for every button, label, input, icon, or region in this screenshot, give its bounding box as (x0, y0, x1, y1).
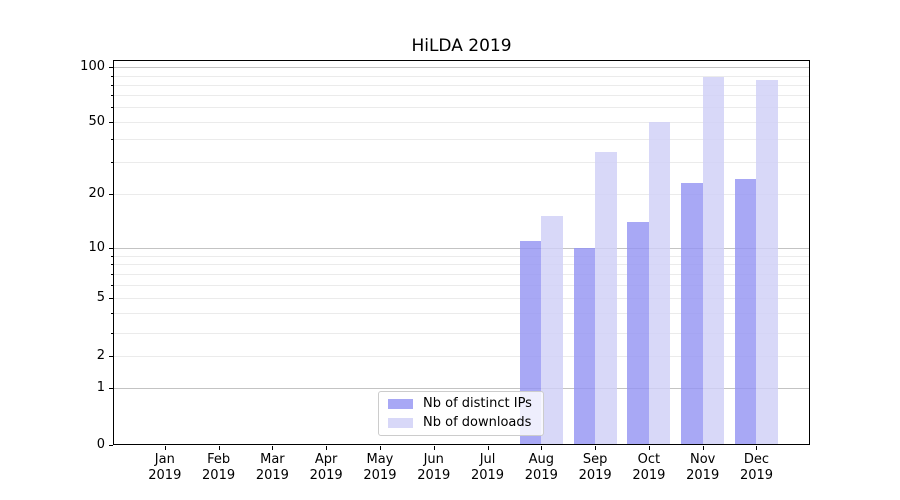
y-tick-label: 20 (88, 185, 105, 201)
x-tick-label: Nov 2019 (686, 452, 720, 483)
y-tick-label: 0 (96, 437, 105, 452)
gridline (114, 285, 809, 286)
y-tick-mark (109, 122, 113, 123)
gridline (114, 264, 809, 265)
chart-title: HiLDA 2019 (411, 36, 512, 56)
y-tick-label: 2 (96, 348, 105, 363)
legend-swatch (388, 418, 413, 428)
gridline-major (114, 388, 809, 389)
x-tick-label: Mar 2019 (255, 452, 289, 483)
y-minor-tick-mark (111, 107, 113, 108)
y-minor-tick-mark (111, 95, 113, 96)
bar-ips-sep (573, 248, 596, 444)
gridline (114, 139, 809, 140)
y-tick-label: 5 (96, 290, 105, 306)
x-tick-label: Apr 2019 (309, 452, 343, 483)
x-tick-label: Oct 2019 (632, 452, 666, 483)
x-tick-mark (541, 446, 542, 450)
x-tick-label: Jun 2019 (417, 452, 451, 483)
y-tick-mark (109, 388, 113, 389)
bar-downloads-sep (595, 152, 617, 444)
gridline (114, 274, 809, 275)
x-tick-label: Sep 2019 (578, 452, 612, 483)
y-tick-mark (109, 298, 113, 299)
legend-item: Nb of downloads (388, 415, 534, 431)
bars-layer (114, 61, 809, 444)
legend-label: Nb of distinct IPs (423, 396, 532, 411)
x-tick-mark (272, 446, 273, 450)
bar-ips-oct (627, 221, 649, 444)
bar-downloads-dec (756, 80, 778, 444)
gridline (114, 122, 809, 123)
x-tick-mark (756, 446, 757, 450)
x-tick-label: Dec 2019 (739, 452, 774, 483)
gridline-major (114, 248, 809, 249)
gridline (114, 194, 809, 195)
y-tick-mark (109, 356, 113, 357)
gridline (114, 313, 809, 314)
plot-area: Nb of distinct IPs Nb of downloads (113, 60, 810, 445)
gridline (114, 298, 809, 299)
y-minor-tick-mark (111, 162, 113, 163)
y-tick-label: 1 (96, 380, 105, 395)
gridline (114, 85, 809, 86)
y-tick-label: 100 (80, 59, 105, 75)
x-tick-mark (165, 446, 166, 450)
gridline (114, 95, 809, 96)
gridline (114, 356, 809, 357)
y-tick-mark (109, 445, 113, 446)
y-minor-tick-mark (111, 274, 113, 275)
gridline (114, 76, 809, 77)
x-tick-label: Jul 2019 (470, 452, 505, 483)
x-tick-mark (488, 446, 489, 450)
y-minor-tick-mark (111, 333, 113, 334)
y-minor-tick-mark (111, 313, 113, 314)
y-tick-mark (109, 194, 113, 195)
y-minor-tick-mark (111, 256, 113, 257)
y-minor-tick-mark (111, 264, 113, 265)
y-minor-tick-mark (111, 76, 113, 77)
y-tick-label: 50 (88, 113, 105, 129)
y-tick-mark (109, 248, 113, 249)
gridline (114, 256, 809, 257)
x-tick-label: Feb 2019 (202, 452, 236, 483)
legend-swatch (388, 399, 413, 409)
x-tick-label: May 2019 (363, 452, 397, 483)
x-tick-mark (219, 446, 220, 450)
x-tick-mark (380, 446, 381, 450)
bar-downloads-nov (702, 77, 725, 444)
x-tick-mark (326, 446, 327, 450)
gridline (114, 162, 809, 163)
gridline-major (114, 67, 809, 68)
x-tick-mark (703, 446, 704, 450)
x-tick-label: Aug 2019 (524, 452, 558, 483)
legend: Nb of distinct IPs Nb of downloads (378, 391, 544, 436)
x-tick-mark (649, 446, 650, 450)
legend-label: Nb of downloads (423, 415, 532, 430)
bar-downloads-oct (648, 121, 671, 444)
legend-item: Nb of distinct IPs (388, 396, 534, 412)
y-minor-tick-mark (111, 85, 113, 86)
x-tick-mark (434, 446, 435, 450)
y-tick-label: 10 (88, 240, 105, 255)
gridline (114, 333, 809, 334)
x-tick-label: Jan 2019 (148, 452, 182, 483)
gridline (114, 107, 809, 108)
y-minor-tick-mark (111, 285, 113, 286)
bar-downloads-aug (541, 216, 563, 444)
x-tick-mark (595, 446, 596, 450)
y-tick-mark (109, 67, 113, 68)
bar-ips-nov (681, 182, 703, 444)
gridlines-layer (114, 61, 809, 444)
y-minor-tick-mark (111, 139, 113, 140)
bar-ips-dec (734, 179, 757, 444)
